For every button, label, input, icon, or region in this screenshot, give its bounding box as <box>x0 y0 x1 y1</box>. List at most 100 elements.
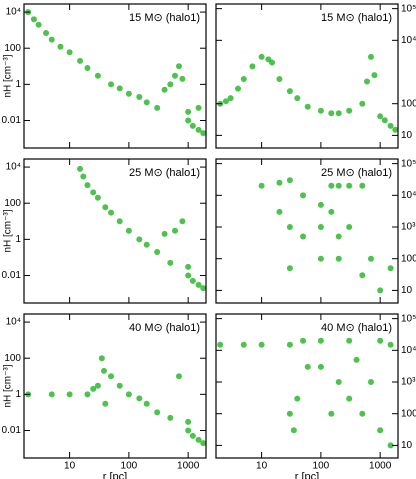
y-tick-label: 10⁵ <box>401 313 416 324</box>
point <box>84 391 91 398</box>
point <box>154 104 161 111</box>
y-tick-label: 1 <box>15 234 21 245</box>
point <box>377 113 384 120</box>
y-tick-label: 10³ <box>401 222 416 233</box>
point <box>286 88 293 95</box>
point <box>84 65 91 72</box>
point <box>94 194 101 201</box>
point <box>108 209 115 216</box>
point <box>328 182 335 189</box>
point <box>108 373 115 380</box>
point <box>195 126 202 133</box>
point <box>161 86 168 93</box>
point <box>377 337 384 344</box>
point <box>100 367 107 374</box>
point <box>57 43 64 50</box>
point <box>167 414 174 421</box>
point <box>175 63 182 70</box>
y-tick-label: 100 <box>4 353 21 364</box>
panel-annotation: 15 M⊙ (halo1) <box>129 12 200 24</box>
point <box>335 379 342 386</box>
point <box>359 272 366 279</box>
point <box>346 395 353 402</box>
point <box>80 173 87 180</box>
point <box>335 233 342 240</box>
point <box>317 363 324 370</box>
point <box>200 440 207 447</box>
point <box>286 224 293 231</box>
point <box>108 81 115 88</box>
y-tick-label: 10⁴ <box>401 190 416 201</box>
y-tick-label: 10⁵ <box>401 158 416 169</box>
panel-frame <box>215 3 399 149</box>
x-axis-label: r [pc] <box>103 471 127 479</box>
x-tick-label: 10 <box>256 461 268 472</box>
point <box>84 182 91 189</box>
point <box>300 192 307 199</box>
point <box>43 29 50 36</box>
y-tick-label: 10 <box>401 285 413 296</box>
point <box>240 76 247 83</box>
point <box>359 410 366 417</box>
point <box>102 204 109 211</box>
point <box>317 337 324 344</box>
x-tick-label: 1000 <box>369 461 392 472</box>
point <box>392 126 399 133</box>
point <box>377 287 384 294</box>
point <box>185 108 192 115</box>
point <box>185 418 192 425</box>
y-tick-label: 10⁴ <box>6 7 21 18</box>
point <box>276 208 283 215</box>
point <box>116 382 123 389</box>
point <box>317 224 324 231</box>
y-tick-label: 10 <box>401 130 413 141</box>
point <box>304 103 311 110</box>
point <box>77 57 84 64</box>
panel-frame <box>215 313 399 459</box>
point <box>300 337 307 344</box>
x-tick-label: 100 <box>121 461 138 472</box>
point <box>172 72 179 79</box>
point <box>66 49 73 56</box>
point <box>286 265 293 272</box>
y-tick-label: 100 <box>4 43 21 54</box>
point <box>200 130 207 137</box>
point <box>328 410 335 417</box>
y-tick-label: 10 <box>401 440 413 451</box>
y-tick-label: 10⁴ <box>6 317 21 328</box>
point <box>294 395 301 402</box>
point <box>185 427 192 434</box>
x-tick-label: 1000 <box>177 461 200 472</box>
point <box>258 53 265 60</box>
point <box>222 98 229 105</box>
point <box>143 241 150 248</box>
point <box>367 53 374 60</box>
point <box>346 107 353 114</box>
point <box>317 107 324 114</box>
point <box>294 95 301 102</box>
panel-annotation: 40 M⊙ (halo1) <box>321 322 392 334</box>
point <box>175 373 182 380</box>
point <box>167 259 174 266</box>
point <box>98 355 105 362</box>
point <box>286 341 293 348</box>
panel-annotation: 15 M⊙ (halo1) <box>321 12 392 24</box>
point <box>387 122 394 129</box>
y-tick-label: 0.01 <box>2 425 22 436</box>
panel-frame <box>23 158 207 304</box>
point <box>335 110 342 117</box>
y-tick-label: 10⁵ <box>401 3 416 14</box>
y-axis-label: nH [cm⁻³] <box>3 364 14 407</box>
point <box>364 78 371 85</box>
point <box>328 110 335 117</box>
point <box>66 391 73 398</box>
y-axis-label: nH [cm⁻³] <box>3 54 14 97</box>
y-tick-label: 100 <box>4 198 21 209</box>
point <box>367 255 374 262</box>
point <box>90 385 97 392</box>
x-tick-label: 10 <box>64 461 76 472</box>
point <box>143 99 150 106</box>
point <box>269 59 276 66</box>
point <box>276 76 283 83</box>
point <box>189 122 196 129</box>
